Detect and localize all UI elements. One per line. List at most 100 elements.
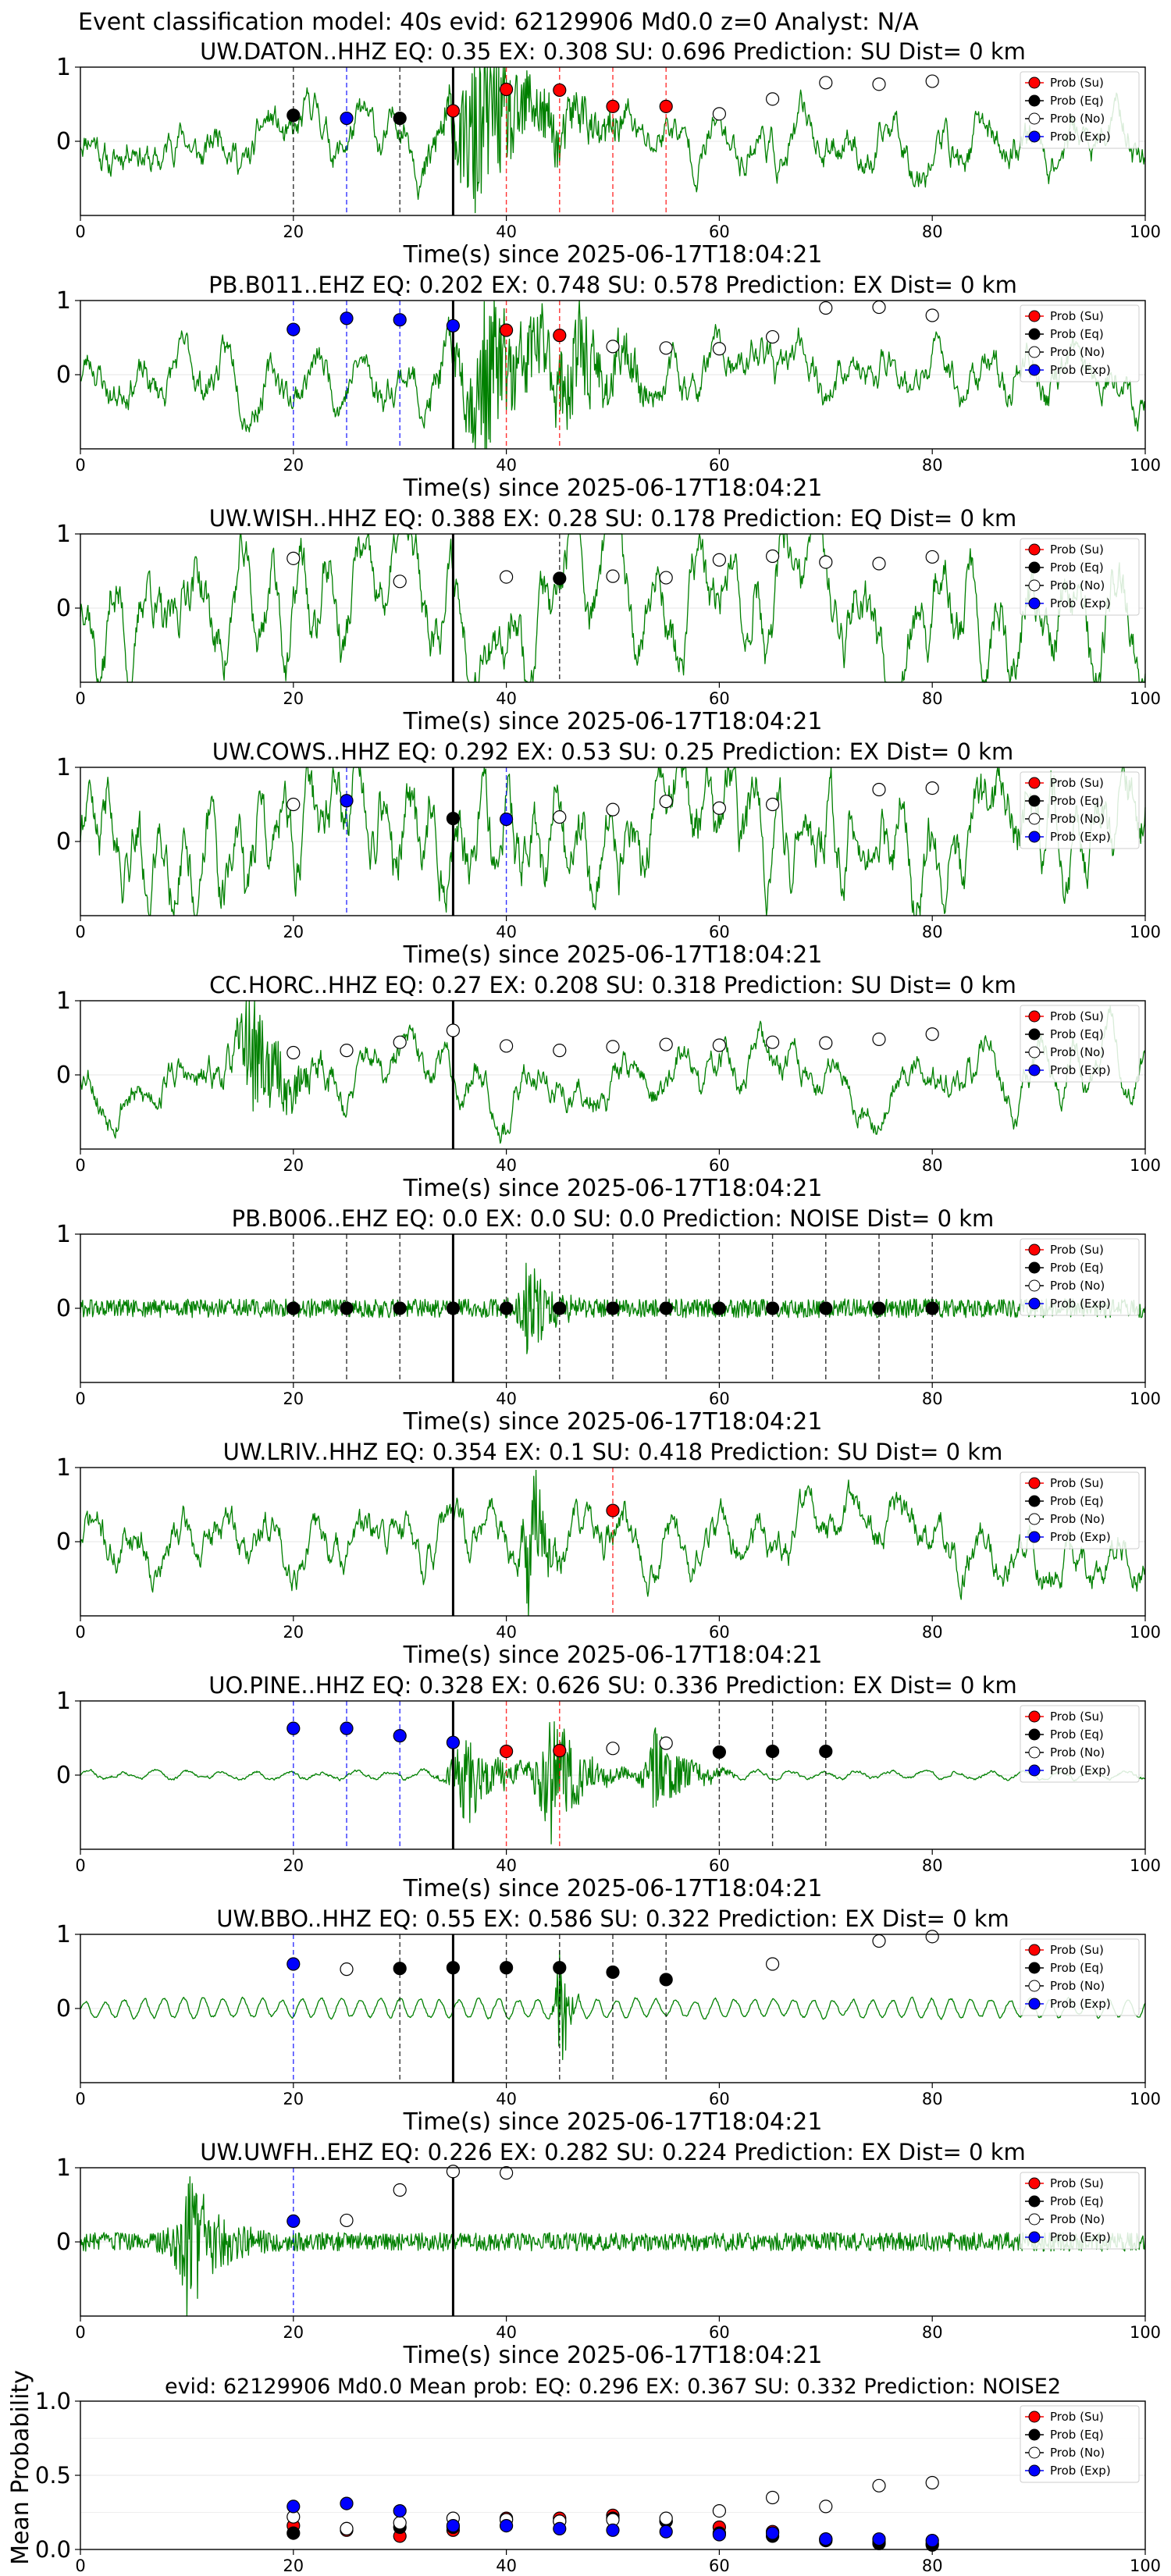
y-tick-label: 0 bbox=[56, 1062, 71, 1089]
prob-marker-no bbox=[872, 557, 886, 571]
legend-label: Prob (Eq) bbox=[1050, 560, 1104, 575]
x-tick-label: 40 bbox=[496, 2556, 517, 2575]
legend-marker-su bbox=[1028, 1010, 1041, 1023]
prob-marker-no bbox=[659, 341, 673, 355]
legend-label: Prob (Eq) bbox=[1050, 94, 1104, 108]
prob-marker-no bbox=[659, 795, 673, 809]
x-tick-label: 40 bbox=[496, 2090, 517, 2108]
legend-label: Prob (Exp) bbox=[1050, 2230, 1111, 2244]
prob-marker-no bbox=[499, 2166, 514, 2180]
prob-marker-no bbox=[712, 1038, 727, 1052]
legend-marker-exp bbox=[1028, 597, 1041, 610]
mean-marker-exp bbox=[553, 2521, 567, 2535]
mean-marker-exp bbox=[287, 2500, 301, 2514]
y-tick-label: 1 bbox=[56, 2154, 71, 2182]
x-tick-label: 80 bbox=[922, 2090, 943, 2108]
legend: Prob (Su) Prob (Eq) Prob (No) Prob (Exp) bbox=[1020, 771, 1140, 849]
legend-marker-no bbox=[1028, 813, 1041, 825]
mean-marker-exp bbox=[340, 2496, 354, 2510]
x-tick-label: 80 bbox=[922, 1389, 943, 1408]
legend: Prob (Su) Prob (Eq) Prob (No) Prob (Exp) bbox=[1020, 2405, 1140, 2483]
legend-marker-no bbox=[1028, 1513, 1041, 1525]
x-tick-label: 80 bbox=[922, 1156, 943, 1175]
x-tick-label: 60 bbox=[709, 222, 730, 241]
legend-marker-no bbox=[1028, 2446, 1041, 2459]
y-tick-label: 0 bbox=[56, 128, 71, 155]
y-tick-label: 1 bbox=[56, 1688, 71, 1715]
legend-label: Prob (No) bbox=[1050, 812, 1105, 826]
legend-label: Prob (Exp) bbox=[1050, 2464, 1111, 2478]
prob-marker-eq bbox=[553, 1961, 567, 1975]
prob-marker-no bbox=[925, 1930, 939, 1944]
prob-marker-no bbox=[499, 570, 514, 584]
y-tick-label: 0.0 bbox=[35, 2536, 71, 2563]
x-tick-label: 0 bbox=[75, 2323, 85, 2342]
x-tick-label: 40 bbox=[496, 1389, 517, 1408]
legend-marker-eq bbox=[1028, 561, 1041, 574]
legend-label: Prob (Eq) bbox=[1050, 1494, 1104, 1508]
mean-marker-no bbox=[393, 2516, 407, 2530]
x-tick-label: 80 bbox=[922, 1623, 943, 1642]
legend-box bbox=[1020, 1705, 1140, 1783]
x-tick-label: 0 bbox=[75, 1856, 85, 1875]
prob-marker-no bbox=[765, 797, 780, 812]
legend-label: Prob (Eq) bbox=[1050, 1027, 1104, 1041]
x-tick-label: 20 bbox=[283, 2090, 304, 2108]
x-tick-label: 60 bbox=[709, 2323, 730, 2342]
legend-label: Prob (Exp) bbox=[1050, 363, 1111, 377]
prob-marker-no bbox=[712, 801, 727, 815]
mean-marker-exp bbox=[393, 2504, 407, 2518]
mean-marker-exp bbox=[659, 2524, 673, 2539]
legend-marker-exp bbox=[1028, 1064, 1041, 1076]
legend-label: Prob (Su) bbox=[1050, 1710, 1104, 1724]
legend-box bbox=[1020, 1005, 1140, 1083]
x-tick-label: 80 bbox=[922, 2556, 943, 2575]
legend-marker-exp bbox=[1028, 364, 1041, 376]
legend-label: Prob (No) bbox=[1050, 345, 1105, 359]
prob-marker-eq bbox=[712, 1301, 727, 1315]
x-tick-label: 100 bbox=[1130, 2090, 1161, 2108]
legend-marker-su bbox=[1028, 310, 1041, 322]
mean-marker-exp bbox=[819, 2532, 833, 2546]
prob-marker-exp bbox=[287, 1721, 301, 1735]
legend-marker-exp bbox=[1028, 2464, 1041, 2477]
x-tick-label: 0 bbox=[75, 2090, 85, 2108]
mean-marker-exp bbox=[499, 2519, 514, 2533]
prob-marker-no bbox=[446, 2165, 461, 2179]
prob-marker-no bbox=[765, 329, 780, 344]
panel-title: UW.UWFH..EHZ EQ: 0.226 EX: 0.282 SU: 0.2… bbox=[200, 2139, 1026, 2165]
x-axis-label: Time(s) since 2025-06-17T18:04:21 bbox=[403, 708, 823, 735]
prob-marker-no bbox=[340, 1962, 354, 1976]
x-tick-label: 20 bbox=[283, 2323, 304, 2342]
x-axis-label: Time(s) since 2025-06-17T18:04:21 bbox=[403, 241, 823, 269]
legend-marker-eq bbox=[1028, 328, 1041, 340]
y-tick-label: 0.5 bbox=[35, 2462, 71, 2489]
x-tick-label: 0 bbox=[75, 456, 85, 475]
mean-marker-no bbox=[872, 2478, 886, 2492]
prob-marker-eq bbox=[872, 1301, 886, 1315]
prob-marker-su bbox=[553, 83, 567, 98]
legend-marker-eq bbox=[1028, 1261, 1041, 1274]
legend-marker-eq bbox=[1028, 1495, 1041, 1507]
prob-marker-no bbox=[340, 2213, 354, 2228]
prob-marker-no bbox=[287, 797, 301, 812]
legend-label: Prob (No) bbox=[1050, 1045, 1105, 1059]
prob-marker-exp bbox=[499, 812, 514, 827]
legend: Prob (Su) Prob (Eq) Prob (No) Prob (Exp) bbox=[1020, 1005, 1140, 1083]
panel-title: PB.B011..EHZ EQ: 0.202 EX: 0.748 SU: 0.5… bbox=[208, 272, 1017, 298]
prob-marker-eq bbox=[606, 1965, 620, 1980]
prob-marker-no bbox=[925, 74, 939, 88]
prob-marker-eq bbox=[287, 109, 301, 123]
legend-label: Prob (Su) bbox=[1050, 1476, 1104, 1490]
prob-marker-exp bbox=[446, 318, 461, 333]
x-tick-label: 100 bbox=[1130, 1389, 1161, 1408]
prob-marker-su bbox=[659, 99, 673, 113]
legend-box bbox=[1020, 538, 1140, 616]
x-axis-label: Time(s) since 2025-06-17T18:04:21 bbox=[403, 941, 823, 969]
prob-marker-eq bbox=[393, 1301, 407, 1315]
legend: Prob (Su) Prob (Eq) Prob (No) Prob (Exp) bbox=[1020, 2172, 1140, 2250]
legend-label: Prob (Su) bbox=[1050, 1009, 1104, 1023]
legend: Prob (Su) Prob (Eq) Prob (No) Prob (Exp) bbox=[1020, 1705, 1140, 1783]
panel-title: UW.LRIV..HHZ EQ: 0.354 EX: 0.1 SU: 0.418… bbox=[223, 1439, 1003, 1465]
prob-marker-eq bbox=[712, 1745, 727, 1759]
